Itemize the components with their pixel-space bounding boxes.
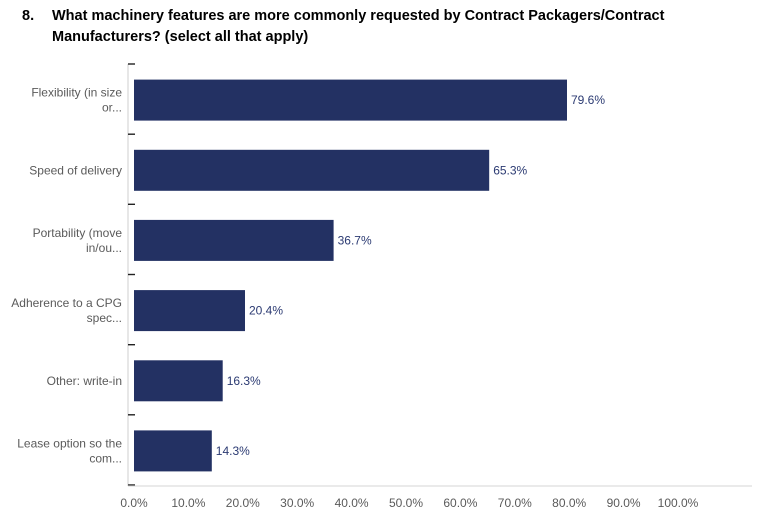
category-label-1-line-0: Speed of delivery [29, 163, 122, 177]
x-tick-label-4: 40.0% [335, 496, 369, 510]
category-label-4-line-0: Other: write-in [47, 374, 122, 388]
question-title: 8. What machinery features are more commo… [22, 6, 742, 48]
x-tick-label-0: 0.0% [120, 496, 148, 510]
category-label-0-line-1: or... [102, 101, 122, 115]
data-label-0: 79.6% [571, 93, 605, 107]
bars-group [134, 79, 567, 472]
x-tick-label-6: 60.0% [443, 496, 477, 510]
category-label-3-line-1: spec... [87, 311, 122, 325]
x-tick-labels: 0.0% 10.0% 20.0% 30.0% 40.0% 50.0% 60.0% 70.0% 8… [120, 496, 698, 510]
bar-1 [134, 149, 490, 191]
data-label-5: 14.3% [216, 444, 250, 458]
x-tick-label-10: 100.0% [658, 496, 699, 510]
axes [127, 63, 752, 487]
data-label-2: 36.7% [338, 233, 372, 247]
category-label-5-line-1: com... [89, 451, 122, 465]
category-label-3-line-0: Adherence to a CPG [11, 296, 122, 310]
x-tick-label-7: 70.0% [498, 496, 532, 510]
data-labels: 79.6% 65.3% 36.7% 20.4% 16.3% 14.3% [216, 93, 606, 458]
data-label-1: 65.3% [493, 163, 527, 177]
x-tick-label-5: 50.0% [389, 496, 423, 510]
question-text-line2: Manufacturers? (select all that apply) [52, 29, 309, 45]
bar-0 [134, 79, 567, 121]
bar-2 [134, 219, 334, 261]
question-number: 8. [22, 8, 35, 24]
category-label-2-line-0: Portability (move [33, 226, 123, 240]
x-tick-label-8: 80.0% [552, 496, 586, 510]
category-label-0-line-0: Flexibility (in size [31, 86, 122, 100]
category-label-2-line-1: in/ou... [86, 241, 122, 255]
data-label-3: 20.4% [249, 304, 283, 318]
bar-3 [134, 290, 245, 332]
bar-5 [134, 430, 212, 472]
x-tick-label-2: 20.0% [226, 496, 260, 510]
x-tick-label-9: 90.0% [607, 496, 641, 510]
data-label-4: 16.3% [227, 374, 261, 388]
question-text-line1: What machinery features are more commonl… [52, 8, 665, 24]
category-label-5-line-0: Lease option so the [17, 436, 122, 450]
x-tick-label-3: 30.0% [280, 496, 314, 510]
bar-4 [134, 360, 223, 402]
x-tick-label-1: 10.0% [171, 496, 205, 510]
